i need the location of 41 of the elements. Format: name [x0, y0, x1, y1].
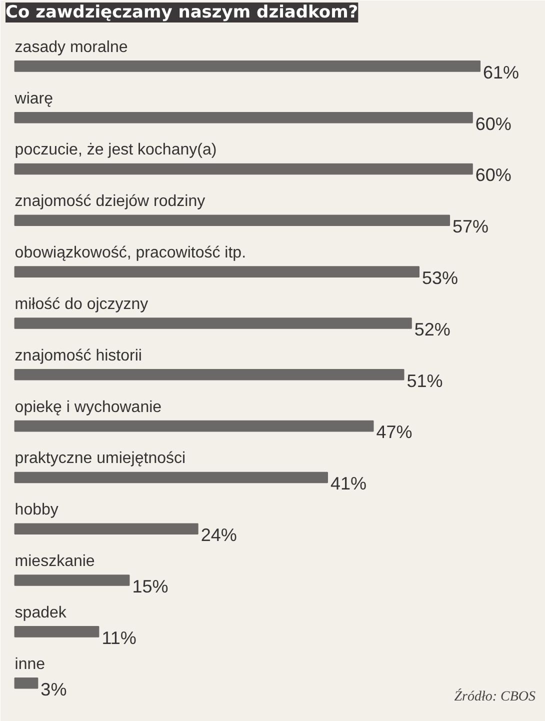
y-tick-label: mieszkanie	[14, 552, 95, 570]
y-tick-label: poczucie, że jest kochany(a)	[14, 142, 217, 159]
y-tick-label: zasady moralne	[14, 38, 128, 56]
data-label: 60%	[475, 165, 512, 186]
y-tick-label: znajomość dziejów rodziny	[14, 193, 206, 210]
bar	[14, 369, 404, 380]
bar	[14, 112, 473, 124]
y-tick-label: opiekę i wychowanie	[14, 398, 162, 416]
bar	[14, 318, 412, 329]
y-tick-label: spadek	[14, 604, 68, 622]
data-label: 57%	[452, 216, 489, 237]
y-tick-label: praktyczne umiejętności	[14, 450, 186, 468]
bar	[14, 214, 450, 226]
data-label: 41%	[330, 474, 367, 494]
data-label: 61%	[483, 62, 520, 82]
bar	[14, 677, 38, 689]
data-label: 52%	[414, 319, 450, 340]
y-tick-label: obowiązkowość, pracowitość itp.	[14, 244, 246, 262]
y-tick-label: inne	[14, 656, 46, 673]
chart-title: Co zawdzięczamy naszym dziadkom?	[6, 2, 358, 22]
data-label: 11%	[102, 628, 136, 648]
bar	[14, 626, 100, 638]
data-label: 60%	[475, 114, 512, 134]
annotation: Źródło: CBOS	[454, 688, 536, 704]
y-tick-label: miłość do ojczyzny	[14, 296, 148, 313]
y-tick-label: wiarę	[14, 90, 54, 108]
data-label: 47%	[376, 422, 412, 442]
data-label: 53%	[422, 268, 458, 288]
data-label: 3%	[40, 679, 67, 700]
bar	[14, 163, 473, 175]
bar	[14, 574, 130, 586]
bar	[14, 60, 481, 72]
data-label: 51%	[406, 370, 443, 391]
y-tick-label: znajomość historii	[14, 347, 142, 364]
bar	[14, 472, 328, 484]
bar	[14, 420, 374, 432]
data-label: 15%	[132, 576, 168, 596]
bar	[14, 523, 198, 535]
bar	[14, 266, 420, 278]
y-tick-label: hobby	[14, 502, 58, 519]
data-label: 24%	[200, 525, 237, 546]
